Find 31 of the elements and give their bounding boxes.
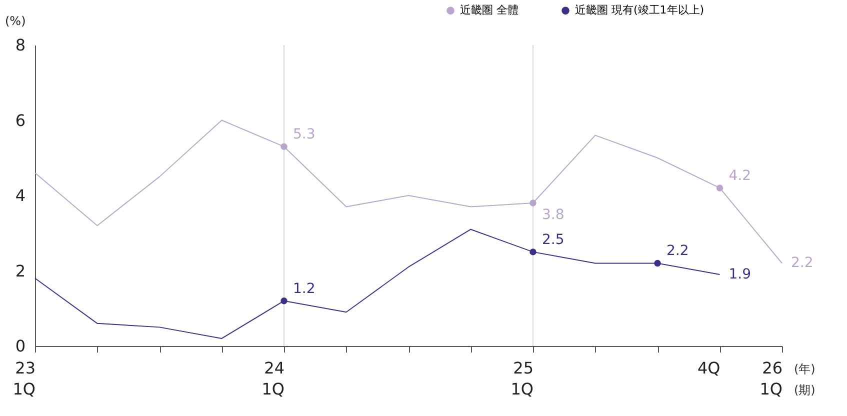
- x-tick-label: 4Q: [697, 358, 720, 378]
- x-tick-label: 24 1Q: [262, 358, 284, 398]
- y-tick-label: 0: [15, 336, 26, 356]
- data-label: 1.9: [728, 266, 752, 283]
- point: [530, 200, 536, 206]
- x-tick-label: 23 1Q: [12, 358, 36, 398]
- y-tick-label: 4: [15, 186, 26, 205]
- data-label: 4.2: [728, 168, 752, 184]
- x-tick-label: 25 1Q: [510, 358, 534, 398]
- point: [654, 260, 661, 267]
- y-tick-label: 8: [15, 36, 26, 54]
- point: [280, 298, 288, 304]
- y-tick-label: 6: [15, 110, 26, 130]
- legend-label: 近畿圏 全體: [460, 4, 518, 17]
- text: (年): [794, 362, 816, 376]
- y-tick-label: 2: [15, 261, 26, 280]
- line-series: [34, 228, 720, 339]
- text: (期): [794, 383, 816, 397]
- data-label: 3.8: [542, 207, 564, 224]
- point: [716, 184, 724, 192]
- data-label: 2.2: [666, 243, 689, 260]
- data-label: 2.5: [542, 232, 564, 248]
- data-label: 5.3: [293, 126, 316, 143]
- y-axis-title: (%): [5, 14, 26, 28]
- x-tick-label: 26 1Q: [760, 358, 782, 398]
- legend-label: 近畿圏 現有(竣工1年以上): [575, 4, 704, 17]
- point: [530, 248, 536, 256]
- data-label: 2.2: [791, 255, 814, 272]
- point: [280, 143, 288, 150]
- line-series: [34, 120, 782, 264]
- data-label: 1.2: [293, 280, 316, 297]
